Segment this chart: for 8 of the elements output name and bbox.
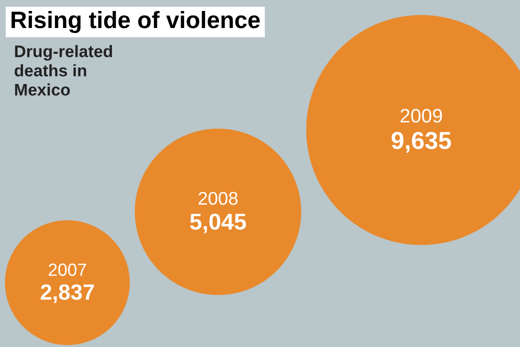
text: Drug-related deaths in Mexico (14, 45, 112, 96)
category-label: 2008 (198, 192, 238, 205)
data-label: 5,045 (190, 214, 246, 234)
text: Rising tide of violence (12, 10, 260, 34)
data-label: 9,635 (392, 132, 451, 153)
data-label: 2,837 (40, 284, 94, 304)
category-label: 2009 (400, 108, 442, 123)
category-label: 2007 (48, 264, 86, 276)
